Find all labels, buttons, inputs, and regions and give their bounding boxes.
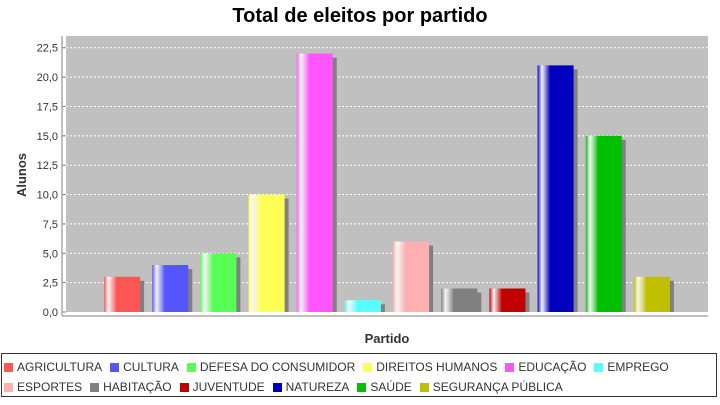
bar	[585, 135, 622, 312]
y-tick-label: 22,5	[37, 43, 58, 55]
bar	[441, 288, 478, 312]
legend-item: NATUREZA	[272, 377, 350, 397]
legend-swatch	[179, 382, 189, 392]
legend-swatch	[110, 362, 120, 372]
legend-label: EMPREGO	[607, 360, 669, 374]
legend-label: HABITAÇÃO	[103, 380, 172, 394]
bar	[200, 253, 237, 312]
bar	[296, 53, 333, 313]
legend-item: EDUCAÇÃO	[505, 357, 586, 377]
legend-swatch	[186, 362, 196, 372]
legend-label: NATUREZA	[285, 380, 350, 394]
bar	[152, 265, 189, 312]
legend-label: ESPORTES	[17, 380, 83, 394]
legend-item: ESPORTES	[4, 377, 82, 397]
legend-item: AGRICULTURA	[4, 357, 102, 377]
legend-item: DEFESA DO CONSUMIDOR	[186, 357, 356, 377]
legend-label: DIREITOS HUMANOS	[376, 360, 498, 374]
bar	[393, 241, 430, 312]
legend-swatch	[363, 362, 373, 372]
legend-item: JUVENTUDE	[179, 377, 265, 397]
legend-label: DEFESA DO CONSUMIDOR	[199, 360, 356, 374]
bar	[248, 194, 285, 312]
y-axis-title: Alunos	[14, 153, 29, 197]
legend-label: EDUCAÇÃO	[518, 360, 587, 374]
bar	[489, 288, 526, 312]
plot-area: 0,0 2,5 5,0 7,5 10,0 12,5 15,0 17,5 20,0 22,5	[37, 36, 708, 319]
x-axis-title: Partido	[365, 331, 410, 346]
legend-item: EMPREGO	[594, 357, 669, 377]
bar	[633, 276, 670, 312]
legend-item: CULTURA	[110, 357, 179, 377]
legend-swatch	[4, 382, 13, 392]
legend-swatch	[357, 382, 367, 392]
legend-swatch	[419, 382, 429, 392]
y-tick-label: 5,0	[43, 248, 58, 260]
legend-swatch	[4, 362, 13, 372]
y-tick-label: 17,5	[37, 101, 58, 113]
bar	[537, 65, 574, 313]
legend-label: SEGURANÇA PÚBLICA	[432, 380, 563, 394]
legend: AGRICULTURA CULTURA DEFESA DO CONSUMIDOR DI…	[1, 353, 717, 397]
legend-label: AGRICULTURA	[17, 360, 103, 374]
legend-item: SEGURANÇA PÚBLICA	[419, 377, 563, 397]
legend-label: CULTURA	[123, 360, 179, 374]
y-tick-label: 15,0	[37, 131, 58, 143]
y-tick-label: 2,5	[43, 278, 58, 290]
legend-swatch	[272, 382, 282, 392]
y-tick-label: 7,5	[43, 219, 58, 231]
y-tick-label: 12,5	[37, 160, 58, 172]
legend-swatch	[505, 362, 515, 372]
legend-item: SAÚDE	[357, 377, 412, 397]
bar	[104, 276, 141, 312]
chart-title: Total de eleitos por partido	[232, 5, 487, 27]
y-tick-label: 0,0	[43, 307, 58, 319]
legend-label: JUVENTUDE	[192, 380, 265, 394]
legend-item: DIREITOS HUMANOS	[363, 357, 497, 377]
y-tick-label: 10,0	[37, 190, 58, 202]
y-tick-label: 20,0	[37, 72, 58, 84]
legend-swatch	[90, 382, 100, 392]
legend-label: SAÚDE	[370, 380, 412, 394]
legend-item: HABITAÇÃO	[90, 377, 172, 397]
bar	[344, 300, 381, 312]
legend-swatch	[594, 362, 604, 372]
